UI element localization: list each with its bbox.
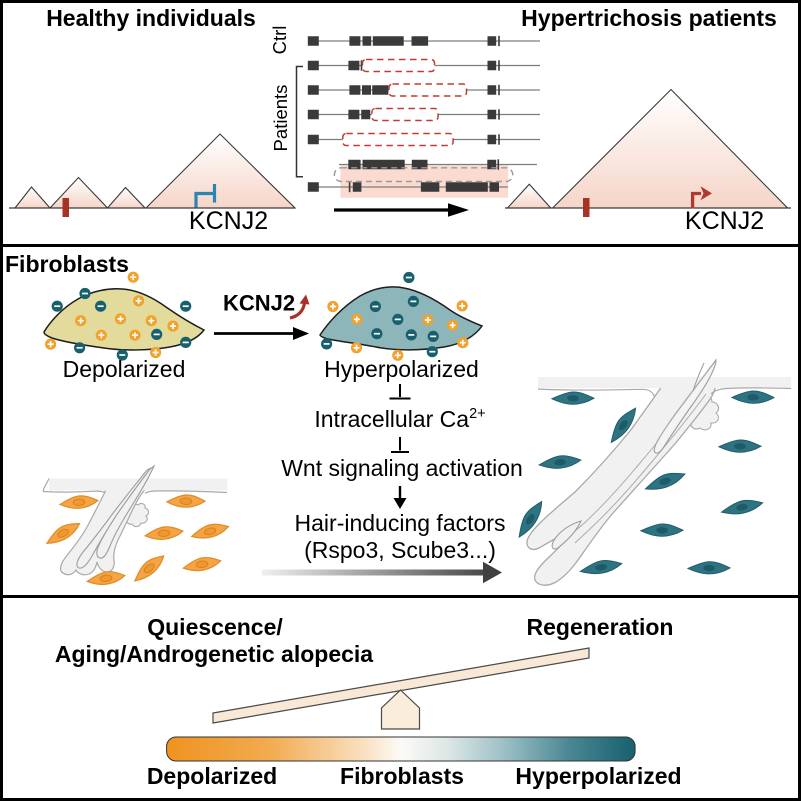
svg-text:Depolarized: Depolarized: [147, 763, 277, 789]
svg-text:Fibroblasts: Fibroblasts: [5, 251, 129, 277]
svg-text:Healthy individuals: Healthy individuals: [46, 5, 256, 31]
svg-text:Depolarized: Depolarized: [63, 356, 186, 382]
svg-text:Patients: Patients: [270, 85, 291, 152]
svg-text:KCNJ2: KCNJ2: [223, 291, 295, 316]
svg-text:Regeneration: Regeneration: [527, 614, 674, 640]
svg-text:Hyperpolarized: Hyperpolarized: [324, 356, 479, 382]
svg-text:Intracellular Ca2+: Intracellular Ca2+: [314, 406, 485, 432]
svg-text:KCNJ2: KCNJ2: [685, 207, 764, 235]
svg-text:Ctrl: Ctrl: [269, 26, 290, 55]
svg-text:Quiescence/: Quiescence/: [147, 614, 283, 640]
svg-text:Hyperpolarized: Hyperpolarized: [515, 763, 681, 789]
svg-text:(Rspo3, Scube3...): (Rspo3, Scube3...): [304, 537, 496, 563]
svg-text:Aging/Androgenetic alopecia: Aging/Androgenetic alopecia: [55, 641, 373, 667]
svg-text:Fibroblasts: Fibroblasts: [340, 763, 464, 789]
svg-text:KCNJ2: KCNJ2: [189, 207, 268, 235]
svg-text:Wnt signaling activation: Wnt signaling activation: [281, 455, 523, 481]
svg-text:Hypertrichosis patients: Hypertrichosis patients: [521, 5, 777, 31]
svg-text:Hair-inducing factors: Hair-inducing factors: [295, 510, 506, 536]
